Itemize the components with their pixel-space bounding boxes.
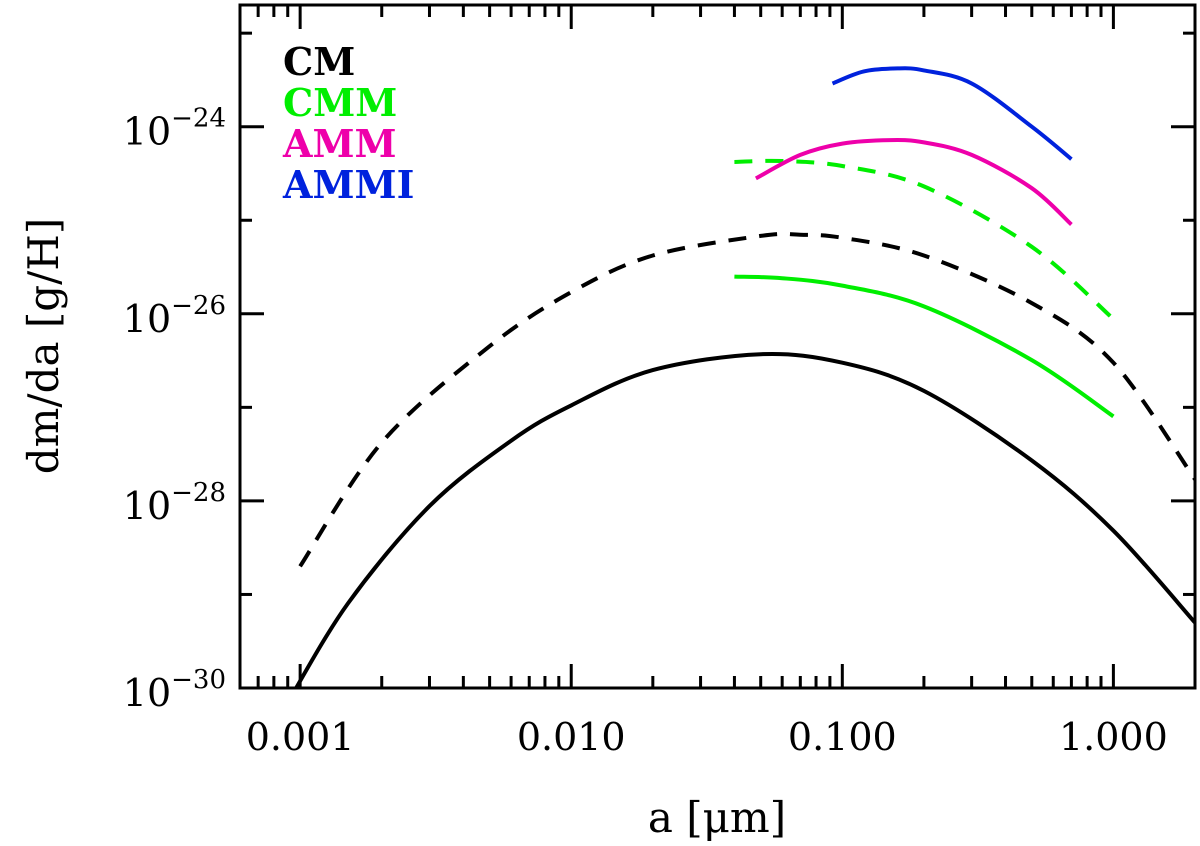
legend-entry-cmm: CMM xyxy=(283,80,397,125)
legend-entry-cm: CM xyxy=(283,39,355,84)
x-tick-label: 0.001 xyxy=(246,715,355,759)
y-axis-title: dm/da [g/H] xyxy=(19,218,68,475)
legend-entry-ammi: AMMI xyxy=(282,162,414,207)
series-line-amm-solid xyxy=(754,138,1073,226)
x-tick-label: 0.010 xyxy=(517,715,626,759)
x-axis-title: a [μm] xyxy=(648,793,786,842)
series-line-cmm-dashed xyxy=(734,158,1115,321)
y-tick-label: 10−30 xyxy=(123,665,226,715)
series-line-ammi-solid xyxy=(831,66,1073,161)
legend-entry-amm: AMM xyxy=(282,121,397,166)
y-tick-label: 10−24 xyxy=(123,104,226,154)
plot-frame xyxy=(238,3,1197,690)
series-layer xyxy=(293,66,1195,688)
series-line-cm-dashed xyxy=(298,231,1195,568)
series-line-cm-solid xyxy=(293,351,1195,688)
y-tick-label: 10−28 xyxy=(123,478,226,528)
legend: CM CMM AMM AMMI xyxy=(282,39,414,207)
y-tick-label: 10−26 xyxy=(123,291,226,341)
series-line-cmm-solid xyxy=(734,274,1115,419)
x-tick-label: 0.100 xyxy=(788,715,897,759)
axis-ticks xyxy=(238,5,1197,690)
x-tick-labels: 0.001 0.010 0.100 1.000 xyxy=(246,715,1168,759)
y-tick-labels: 10−30 10−28 10−26 10−24 xyxy=(123,104,226,715)
x-tick-label: 1.000 xyxy=(1059,715,1168,759)
